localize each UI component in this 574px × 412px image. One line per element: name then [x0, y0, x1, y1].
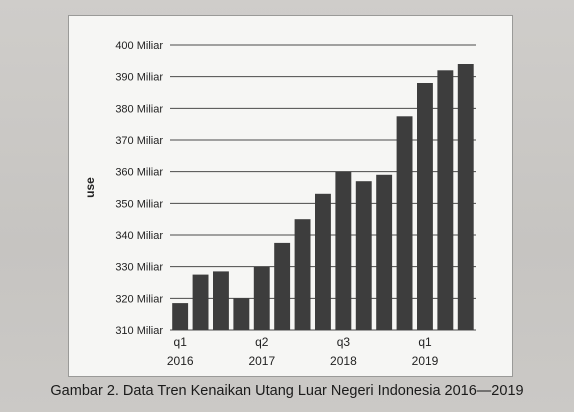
x-tick-year: 2016 — [167, 354, 194, 368]
y-tick-label: 330 Miliar — [115, 262, 163, 274]
x-tick-quarter: q3 — [337, 335, 351, 349]
y-tick-label: 380 Miliar — [115, 103, 163, 115]
bar — [294, 219, 311, 330]
bar — [376, 174, 393, 330]
x-tick-year: 2018 — [330, 354, 357, 368]
y-tick-labels: 310 Miliar 320 Miliar 330 Miliar 340 Miliar… — [115, 40, 163, 337]
bar — [274, 242, 291, 330]
bar — [457, 64, 474, 330]
x-tick-quarter: q1 — [174, 335, 188, 349]
bar — [172, 303, 189, 330]
bar-chart: 310 Miliar 320 Miliar 330 Miliar 340 Miliar… — [83, 40, 476, 368]
bar — [233, 298, 250, 330]
y-tick-label: 370 Miliar — [115, 135, 163, 147]
figure-caption: Gambar 2. Data Tren Kenaikan Utang Luar … — [50, 383, 524, 399]
y-tick-label: 320 Miliar — [115, 293, 163, 305]
bar — [335, 171, 352, 330]
bar — [213, 271, 229, 330]
x-tick-year: 2019 — [412, 354, 439, 368]
y-axis-label: use — [83, 177, 97, 198]
bar — [192, 274, 209, 330]
y-tick-label: 340 Miliar — [115, 230, 163, 242]
y-tick-label: 310 Miliar — [115, 325, 163, 337]
bar — [396, 116, 413, 331]
y-tick-label: 360 Miliar — [115, 167, 163, 179]
y-tick-label: 390 Miliar — [115, 72, 163, 84]
bars — [172, 64, 474, 331]
bar — [417, 83, 433, 330]
x-tick-year: 2017 — [248, 354, 275, 368]
x-tick-quarter: q2 — [255, 335, 269, 349]
bar — [437, 70, 454, 331]
y-tick-label: 350 Miliar — [115, 198, 163, 210]
chart-panel: 310 Miliar 320 Miliar 330 Miliar 340 Miliar… — [68, 15, 513, 377]
bar — [253, 266, 270, 330]
x-tick-labels: q1 2016 q2 2017 q3 2018 q1 2019 — [167, 335, 439, 368]
bar — [355, 181, 372, 330]
x-tick-quarter: q1 — [418, 335, 432, 349]
y-tick-label: 400 Miliar — [115, 40, 163, 52]
bar — [315, 193, 331, 330]
